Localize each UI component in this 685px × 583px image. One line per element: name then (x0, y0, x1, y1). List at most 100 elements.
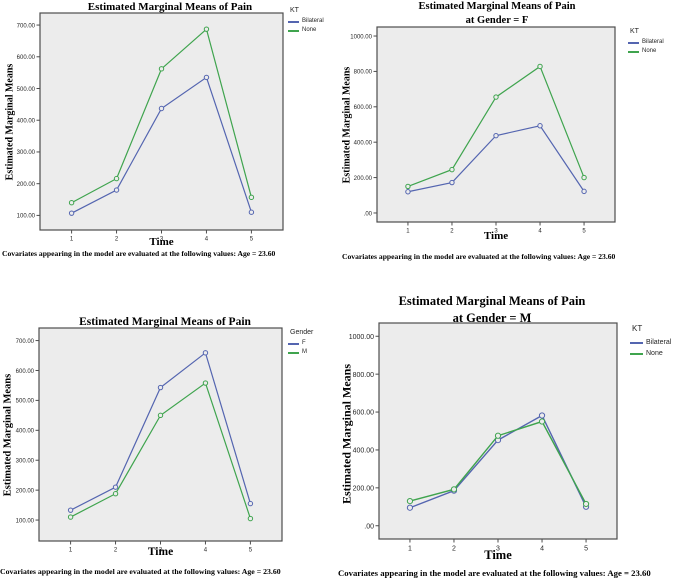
data-point-marker (405, 189, 411, 195)
y-tick-label: 1000.00 (350, 34, 372, 40)
legend-item-label: M (302, 349, 307, 355)
x-tick-label: 4 (205, 237, 209, 243)
legend-item: M (288, 348, 313, 357)
y-tick-label: 800.00 (353, 372, 375, 379)
legend-item-label: None (642, 48, 657, 54)
y-tick-label: 100.00 (17, 214, 36, 220)
data-point-marker (247, 515, 254, 522)
plot-area: .00 200.00 400.00 600.00 800.00 1000.00 1 2 3 4 5 (349, 322, 618, 553)
covariates-footnote: Covariates appearing in the model are ev… (338, 568, 651, 578)
data-point-marker (538, 418, 546, 425)
data-point-marker (248, 194, 255, 201)
x-tick-label: 4 (204, 548, 208, 554)
legend-item-label: F (302, 340, 306, 346)
legend-item: Bilateral (288, 17, 324, 26)
plot-area: 100.00 200.00 300.00 400.00 500.00 600.00 700.… (16, 327, 283, 554)
x-tick-label: 3 (496, 546, 500, 553)
y-tick-label: 200.00 (16, 488, 35, 494)
chart-subtitle: at Gender = M (452, 311, 532, 325)
legend-swatch-line (288, 20, 299, 23)
data-point-marker (450, 486, 458, 493)
x-tick-label: 3 (494, 229, 498, 235)
covariates-footnote: Covariates appearing in the model are ev… (342, 252, 616, 261)
legend-item-label: None (646, 350, 663, 357)
x-axis-label: Time (149, 236, 174, 248)
x-tick-label: 3 (159, 548, 163, 554)
plot-area: .00 200.00 400.00 600.00 800.00 1000.00 1 2 3 4 5 (350, 26, 616, 235)
covariates-footnote: Covariates appearing in the model are ev… (2, 249, 276, 258)
y-axis-label: Estimated Marginal Means (339, 364, 354, 504)
data-point-marker (449, 179, 455, 186)
chart-block-top-left: Estimated Marginal Means of Pain 100.00 2… (0, 0, 342, 290)
legend-swatch-line (288, 351, 299, 354)
legend-item: Bilateral (628, 38, 664, 47)
data-point-marker (537, 63, 543, 70)
data-point-marker (112, 484, 119, 490)
data-point-marker (67, 514, 74, 520)
x-tick-label: 4 (538, 229, 542, 235)
y-tick-label: 400.00 (17, 119, 36, 125)
legend: KT Bilateral None (288, 7, 324, 35)
y-tick-label: .00 (364, 211, 373, 217)
y-axis-label: Estimated Marginal Means (4, 63, 16, 181)
data-point-marker (581, 188, 587, 195)
data-point-marker (493, 132, 499, 139)
data-point-marker (157, 384, 164, 391)
data-point-marker (202, 380, 209, 386)
legend-title: KT (290, 7, 299, 14)
y-tick-label: 800.00 (354, 70, 373, 76)
x-axis-label: Time (147, 546, 174, 558)
y-tick-label: 200.00 (17, 182, 36, 188)
data-point-marker (113, 187, 120, 193)
chart-title: Estimated Marginal Means of Pain (398, 294, 586, 308)
legend-item-label: None (302, 27, 317, 33)
x-tick-label: 5 (582, 229, 586, 235)
data-point-marker (202, 350, 209, 356)
legend-title: Gender (290, 329, 314, 336)
plot-frame (376, 26, 616, 223)
chart-title: Estimated Marginal Means of Pain (418, 1, 576, 12)
y-tick-label: 600.00 (17, 55, 36, 61)
y-axis-label: Estimated Marginal Means (2, 373, 14, 497)
chart-subtitle: at Gender = F (465, 15, 529, 26)
data-point-marker (158, 105, 165, 112)
x-tick-label: 5 (250, 237, 254, 243)
y-tick-label: 300.00 (17, 150, 36, 156)
chart-block-bottom-right: Estimated Marginal Means of Pain at Gend… (338, 290, 685, 583)
data-point-marker (581, 174, 587, 181)
x-tick-label: 1 (70, 237, 74, 243)
data-point-marker (582, 500, 590, 508)
legend: KT Bilateral None (630, 324, 671, 359)
legend-swatch-line (630, 341, 643, 344)
data-point-marker (68, 200, 75, 206)
data-point-marker (494, 432, 502, 439)
y-tick-label: 700.00 (17, 23, 36, 29)
x-tick-label: 1 (69, 548, 73, 554)
y-tick-label: 600.00 (16, 369, 35, 375)
x-axis-label: Time (484, 548, 512, 562)
chart-block-top-right: Estimated Marginal Means of Pain at Gend… (342, 0, 685, 290)
y-tick-label: 100.00 (16, 518, 35, 524)
data-point-marker (113, 175, 120, 182)
legend-item: None (628, 47, 664, 56)
x-tick-label: 2 (114, 548, 118, 554)
y-tick-label: 400.00 (353, 448, 375, 455)
y-tick-label: 500.00 (17, 87, 36, 93)
plot-frame (378, 322, 618, 540)
y-tick-label: 600.00 (354, 105, 373, 111)
legend-swatch-line (288, 342, 299, 345)
legend-item: F (288, 339, 313, 348)
y-tick-label: .00 (364, 523, 374, 530)
legend-title: KT (630, 28, 639, 35)
x-tick-label: 3 (160, 237, 164, 243)
y-tick-label: 400.00 (354, 140, 373, 146)
y-tick-label: 300.00 (16, 459, 35, 465)
x-tick-label: 5 (584, 546, 588, 553)
y-tick-label: 200.00 (354, 176, 373, 182)
legend-item-label: Bilateral (646, 339, 672, 346)
data-point-marker (406, 504, 414, 511)
plot-frame (38, 327, 283, 542)
y-tick-label: 700.00 (16, 339, 35, 345)
